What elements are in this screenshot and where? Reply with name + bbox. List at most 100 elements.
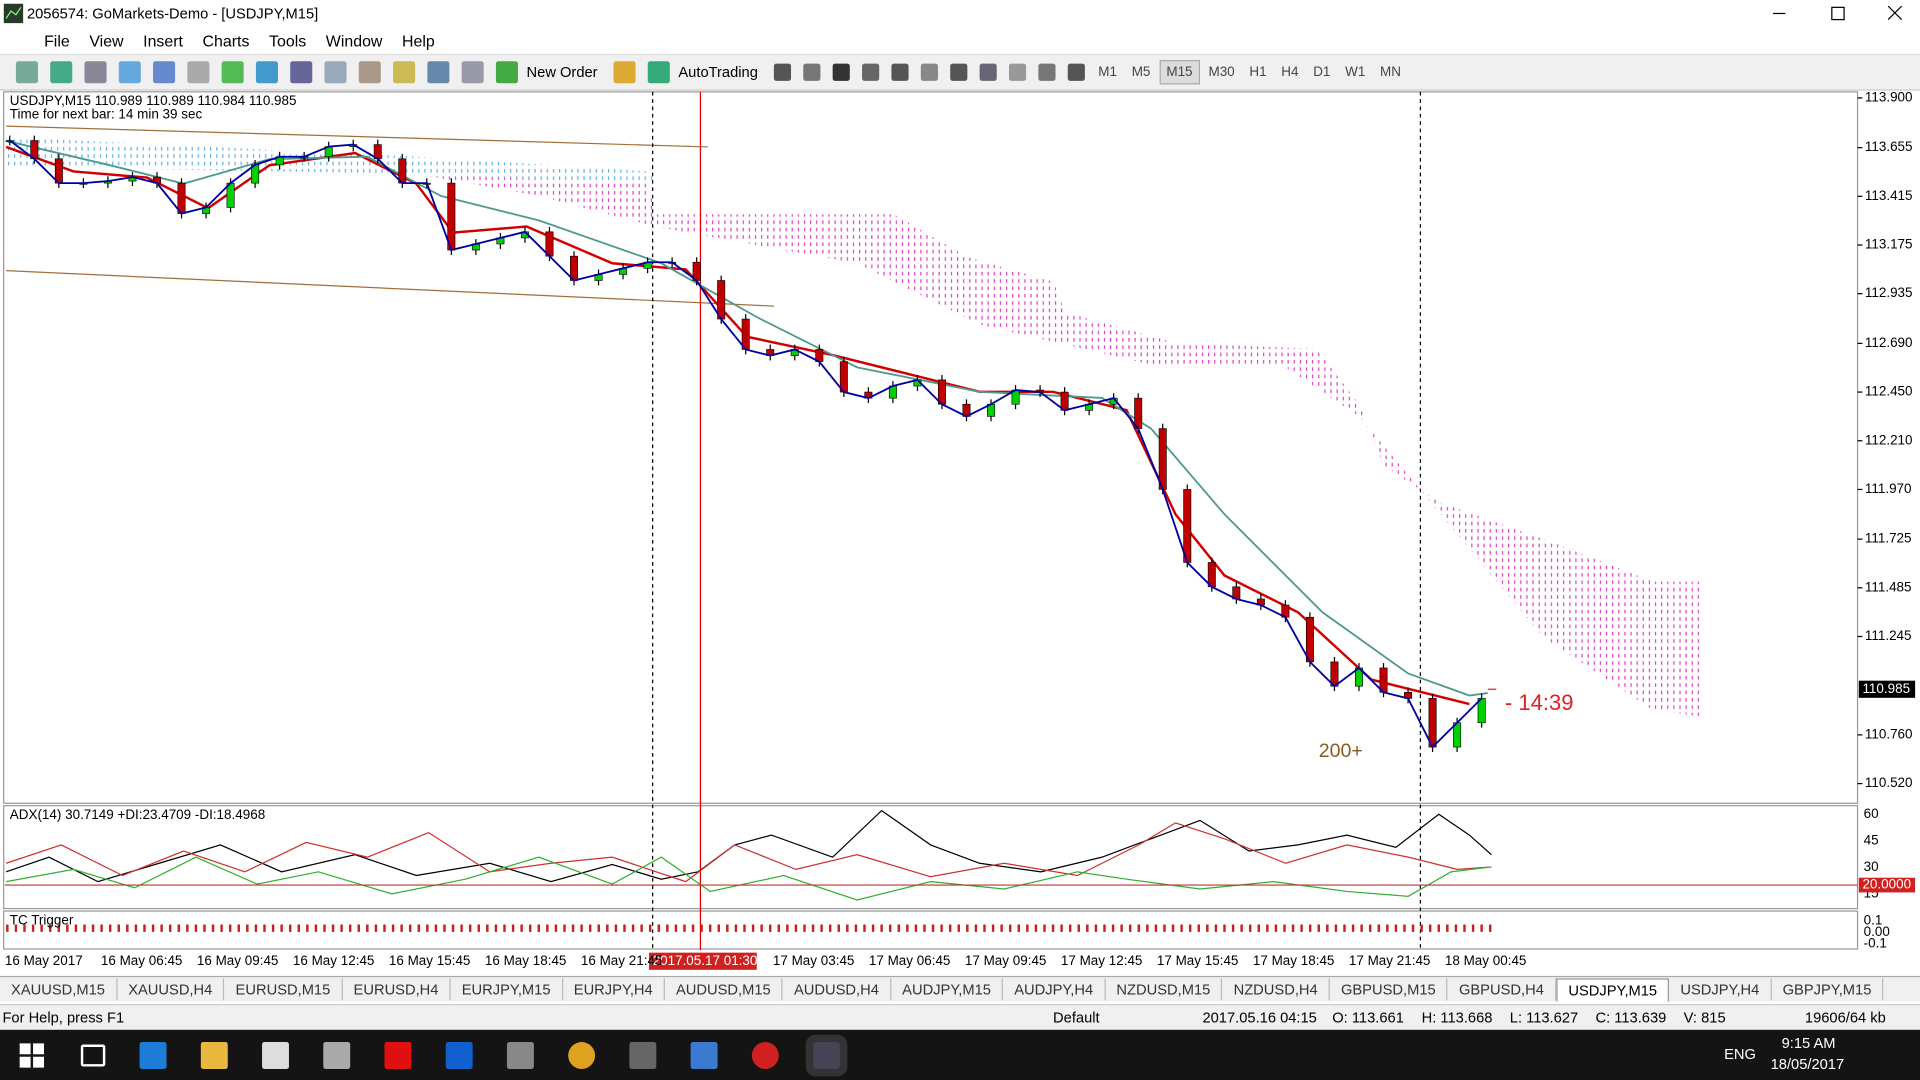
tc-tick-label: -0.1 <box>1864 936 1887 951</box>
toolbar-button[interactable]: New Order <box>526 63 598 81</box>
chart-tab[interactable]: AUDUSD,M15 <box>665 978 783 1001</box>
toolbar-icon[interactable] <box>427 61 450 84</box>
timeframe-button[interactable]: M1 <box>1098 64 1118 80</box>
store-icon[interactable] <box>262 1041 289 1069</box>
drawing-tool[interactable] <box>1067 63 1085 81</box>
drawing-tool[interactable] <box>832 63 850 81</box>
timeframe-button[interactable]: M30 <box>1208 64 1235 80</box>
x-tick-label: 18 May 00:45 <box>1445 953 1527 968</box>
chart-tab[interactable]: XAUUSD,H4 <box>117 978 225 1001</box>
toolbar-icon[interactable] <box>290 61 313 84</box>
timeframe-button[interactable]: M15 <box>1158 60 1200 85</box>
candle-body <box>717 280 726 320</box>
menu-item[interactable]: Help <box>402 31 435 50</box>
app-icon[interactable] <box>506 1041 534 1069</box>
toolbar-icon[interactable] <box>255 61 278 84</box>
candle-body <box>1428 698 1437 748</box>
timeframe-button[interactable]: D1 <box>1313 64 1331 80</box>
timer-annotation: - 14:39 <box>1505 690 1574 715</box>
chart-tab[interactable]: GBPJPY,M15 <box>1772 978 1884 1001</box>
main-window <box>3 91 1859 804</box>
app-icon[interactable] <box>751 1041 779 1069</box>
window-controls[interactable] <box>1761 0 1920 27</box>
chart-tab[interactable]: NZDUSD,M15 <box>1105 978 1223 1001</box>
menu-item[interactable]: File <box>44 31 70 50</box>
security-icon[interactable] <box>445 1041 473 1069</box>
window-title: 2056574: GoMarkets-Demo - [USDJPY,M15] <box>26 4 319 23</box>
toolbar-icon[interactable] <box>613 61 636 84</box>
chart-tab[interactable]: AUDJPY,M15 <box>891 978 1004 1001</box>
adx-level-box <box>1858 877 1916 893</box>
drawing-tool[interactable] <box>979 63 997 81</box>
toolbar-icon[interactable] <box>187 61 210 84</box>
menu-item[interactable]: Insert <box>143 31 183 50</box>
toolbar-icon[interactable] <box>153 61 176 84</box>
chrome-icon[interactable] <box>568 1041 596 1069</box>
tc-tick-label: 0.00 <box>1864 924 1890 939</box>
plot: 113.900 113.655 113.415 113.175 112.935 112.6… <box>4 89 1916 968</box>
toolbar-button[interactable]: AutoTrading <box>678 63 758 81</box>
menu-item[interactable]: Window <box>325 31 383 50</box>
edge-icon[interactable] <box>139 1041 167 1069</box>
adx-level-label: 20.0000 <box>1862 877 1911 892</box>
task-view[interactable] <box>80 1043 106 1066</box>
current-price-box <box>1858 680 1916 698</box>
drawing-tool[interactable] <box>950 63 968 81</box>
toolbar-icon[interactable] <box>358 61 381 84</box>
chart-tab[interactable]: AUDUSD,H4 <box>783 978 892 1001</box>
camera-icon[interactable] <box>629 1041 657 1069</box>
toolbar-icon[interactable] <box>324 61 347 84</box>
toolbar-icon[interactable] <box>461 61 484 84</box>
y-tick-label: 113.655 <box>1865 139 1913 154</box>
mt4-taskbar-icon[interactable] <box>805 1034 848 1076</box>
chart-tab[interactable]: GBPUSD,H4 <box>1448 978 1557 1001</box>
x-tick-label: 17 May 03:45 <box>773 953 855 968</box>
toolbar-icon[interactable] <box>84 61 107 84</box>
drawing-tool[interactable] <box>773 63 791 81</box>
chart-tab[interactable]: NZDUSD,H4 <box>1223 978 1330 1001</box>
status-item: C: 113.639 <box>1595 1008 1667 1027</box>
drawing-tool[interactable] <box>1038 63 1056 81</box>
x-tick-label: 16 May 09:45 <box>197 953 279 968</box>
chart-tab[interactable]: EURUSD,M15 <box>225 978 343 1001</box>
clock-date: 18/05/2017 <box>1770 1055 1845 1073</box>
drawing-tool[interactable] <box>920 63 938 81</box>
calculator-icon[interactable] <box>323 1041 351 1069</box>
chart-tab[interactable]: EURJPY,M15 <box>451 978 563 1001</box>
app-icon-k[interactable] <box>384 1041 412 1069</box>
timeframe-button[interactable]: W1 <box>1345 64 1366 80</box>
toolbar-icon[interactable] <box>495 61 518 84</box>
menu-item[interactable]: Tools <box>269 31 307 50</box>
toolbar-icon[interactable] <box>50 61 73 84</box>
y-tick-label: 111.245 <box>1865 628 1912 643</box>
toolbar-icon[interactable] <box>118 61 141 84</box>
timeframe-button[interactable]: H4 <box>1281 64 1299 80</box>
chart-tab[interactable]: GBPUSD,M15 <box>1330 978 1448 1001</box>
timeframe-button[interactable]: M5 <box>1131 64 1151 80</box>
timeframe-button[interactable]: H1 <box>1249 64 1267 80</box>
x-tick-label: 17 May 21:45 <box>1349 953 1431 968</box>
toolbar-icon[interactable] <box>15 61 38 84</box>
toolbar-icon[interactable] <box>647 61 670 84</box>
drawing-tool[interactable] <box>861 63 880 81</box>
chart-tab[interactable]: AUDJPY,H4 <box>1003 978 1106 1001</box>
menu-item[interactable]: View <box>89 31 124 50</box>
explorer-icon[interactable] <box>200 1041 228 1069</box>
chart-tab[interactable]: XAUUSD,M15 <box>0 978 118 1001</box>
drawing-tool[interactable] <box>891 63 909 81</box>
chart-tab[interactable]: EURUSD,H4 <box>343 978 451 1001</box>
timeframe-button[interactable]: MN <box>1380 64 1401 80</box>
app-icon[interactable] <box>690 1041 718 1069</box>
chart-tab[interactable]: USDJPY,H4 <box>1669 978 1772 1001</box>
drawing-tool[interactable] <box>803 63 821 81</box>
start-button[interactable] <box>19 1042 45 1068</box>
candle-body <box>447 182 456 251</box>
toolbar-icon[interactable] <box>221 61 244 84</box>
toolbar-icon[interactable] <box>393 61 416 84</box>
status-item: For Help, press F1 <box>2 1008 125 1027</box>
menu-item[interactable]: Charts <box>202 31 250 50</box>
candle-body <box>1305 616 1314 663</box>
chart-tab[interactable]: USDJPY,M15 <box>1556 977 1670 1002</box>
chart-tab[interactable]: EURJPY,H4 <box>563 978 665 1001</box>
drawing-tool[interactable] <box>1008 63 1027 81</box>
